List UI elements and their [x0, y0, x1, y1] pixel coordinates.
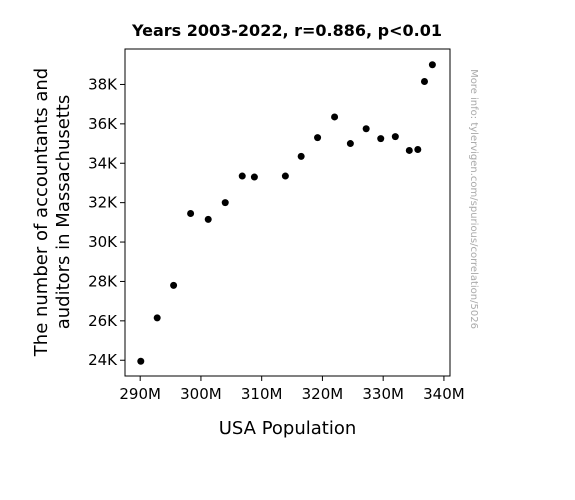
data-point — [428, 61, 436, 69]
data-point — [187, 209, 195, 217]
data-point — [314, 134, 322, 142]
y-axis-label-line-2: auditors in Massachusetts — [53, 95, 74, 330]
y-tick-label: 36K — [88, 115, 118, 133]
data-point — [362, 125, 370, 133]
x-tick-label: 290M — [119, 385, 161, 403]
chart-title: Years 2003-2022, r=0.886, p<0.01 — [131, 21, 442, 40]
x-tick-label: 310M — [241, 385, 283, 403]
data-point — [204, 215, 212, 223]
x-tick-label: 320M — [302, 385, 344, 403]
data-point — [250, 173, 258, 181]
data-point — [137, 357, 145, 365]
data-point — [405, 146, 413, 154]
y-tick-label: 30K — [88, 233, 118, 251]
data-points — [137, 61, 436, 365]
axis-ticks: 290M 300M 310M 320M 330M 340M 24K 26K 28K 30K 32K 3… — [88, 75, 465, 403]
x-tick-label: 330M — [362, 385, 404, 403]
data-point — [346, 140, 354, 148]
y-axis-label-line-1: The number of accountants and — [31, 68, 52, 357]
data-point — [391, 133, 399, 141]
x-axis-label: USA Population — [219, 418, 357, 439]
data-point — [420, 78, 428, 86]
data-point — [153, 314, 161, 322]
data-point — [170, 281, 178, 289]
data-point — [377, 135, 385, 143]
data-point — [331, 113, 339, 121]
y-tick-label: 24K — [88, 351, 118, 369]
data-point — [414, 145, 422, 153]
data-point — [281, 172, 289, 180]
y-tick-label: 38K — [88, 75, 118, 93]
data-point — [297, 152, 305, 160]
y-tick-label: 32K — [88, 194, 118, 212]
y-tick-label: 34K — [88, 154, 118, 172]
plot-frame — [124, 48, 451, 377]
watermark-text: More info: tylervigen.com/spurious/corre… — [468, 69, 479, 329]
data-point — [221, 199, 229, 207]
x-tick-label: 340M — [423, 385, 465, 403]
x-tick-label: 300M — [180, 385, 222, 403]
data-point — [238, 172, 246, 180]
y-tick-label: 28K — [88, 272, 118, 290]
y-tick-label: 26K — [88, 312, 118, 330]
